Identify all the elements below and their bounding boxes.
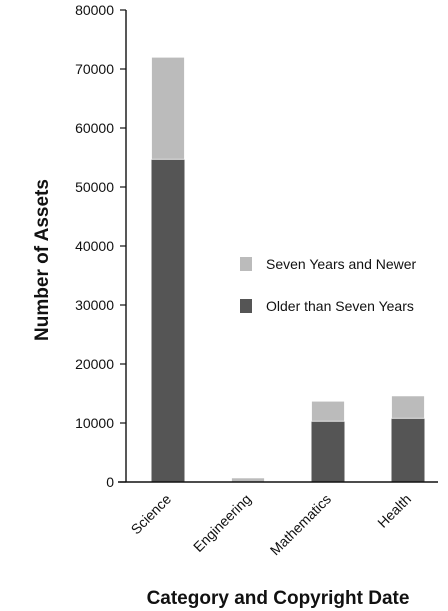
bar-segment-mathematics-newer <box>311 400 345 422</box>
y-tick-label: 20000 <box>75 356 114 372</box>
legend-swatch-newer <box>240 257 252 271</box>
y-tick-label: 40000 <box>75 238 114 254</box>
y-tick-label: 80000 <box>75 2 114 18</box>
y-axis-title: Number of Assets <box>32 179 53 341</box>
x-axis-category-labels: Science Engineering Mathematics Health <box>128 491 415 559</box>
y-tick-label: 0 <box>106 474 114 490</box>
x-axis-title: Category and Copyright Date <box>147 588 410 609</box>
bar-segment-science-newer <box>151 56 185 160</box>
x-category-label-science: Science <box>128 491 175 538</box>
x-category-label-engineering: Engineering <box>190 491 254 555</box>
bar-segment-health-older <box>391 418 425 482</box>
y-tick-label: 60000 <box>75 120 114 136</box>
bars <box>151 56 425 483</box>
legend-swatch-older <box>240 299 252 313</box>
bar-segment-mathematics-older <box>311 421 345 482</box>
y-tick-label: 30000 <box>75 297 114 313</box>
legend-label-newer: Seven Years and Newer <box>266 256 417 272</box>
y-tick-label: 50000 <box>75 179 114 195</box>
bar-segment-science-older <box>151 159 185 482</box>
bar-segment-health-newer <box>391 395 425 419</box>
y-tick-label: 10000 <box>75 415 114 431</box>
x-category-label-mathematics: Mathematics <box>267 491 334 558</box>
x-category-label-health: Health <box>374 491 414 531</box>
legend-label-older: Older than Seven Years <box>266 298 414 314</box>
y-tick-label: 70000 <box>75 61 114 77</box>
y-axis-ticks: 0 10000 20000 30000 40000 50000 60000 70000 8000… <box>75 2 126 490</box>
legend: Seven Years and Newer Older than Seven Ye… <box>240 256 417 314</box>
